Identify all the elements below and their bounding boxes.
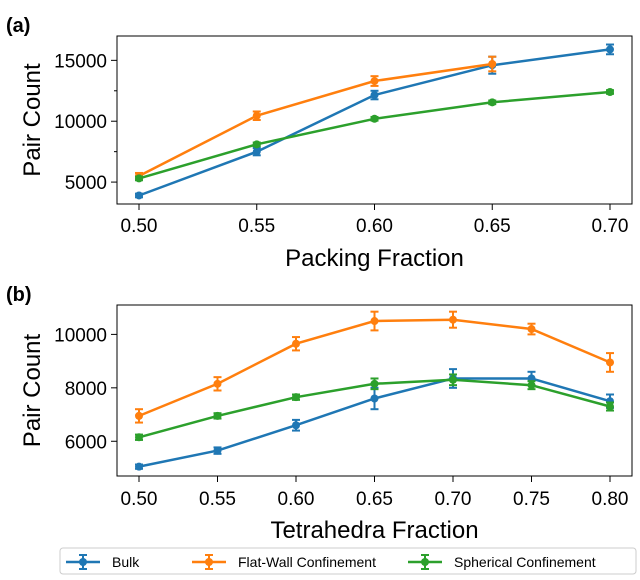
- x-tick-label: 0.65: [356, 489, 393, 510]
- series-line: [138, 90, 611, 180]
- y-tick-label: 6000: [65, 432, 107, 453]
- panel-b: (b) 0.50 0.55 0.60 0.65 0.70 0.75 0.80 6000 8000 1…: [6, 284, 633, 544]
- legend-marker: [421, 558, 429, 566]
- x-tick-label: 0.75: [513, 489, 550, 510]
- data-point: [135, 433, 143, 442]
- data-point: [213, 446, 222, 455]
- data-point: [370, 394, 379, 403]
- data-point: [252, 140, 261, 149]
- x-tick-label: 0.55: [199, 489, 236, 510]
- data-point: [606, 88, 614, 96]
- data-point: [488, 60, 497, 68]
- x-tick-label: 0.60: [278, 489, 315, 510]
- legend-entry: Flat-Wall Confinement: [192, 554, 376, 570]
- legend-label: Bulk: [112, 554, 140, 570]
- data-point: [606, 45, 614, 54]
- panel-a: (a) 0.50 0.55 0.60 0.65 0.70 5000 10000 15000 Pac…: [6, 15, 633, 272]
- data-point: [606, 358, 614, 367]
- y-tick-label: 5000: [65, 173, 107, 194]
- x-tick-label: 0.60: [356, 216, 393, 237]
- data-point: [213, 411, 222, 420]
- data-point: [370, 91, 379, 100]
- data-point: [292, 339, 300, 348]
- x-tick-label: 0.70: [592, 216, 629, 237]
- legend-marker: [205, 558, 213, 566]
- x-axis-label: Tetrahedra Fraction: [270, 517, 478, 544]
- data-point: [370, 317, 379, 326]
- data-point: [135, 174, 143, 183]
- y-axis-label: Pair Count: [19, 63, 46, 177]
- data-point: [292, 393, 300, 402]
- panel-label: (a): [6, 15, 30, 37]
- data-point: [252, 111, 261, 120]
- data-point: [449, 375, 457, 384]
- legend-entry: Bulk: [66, 554, 140, 570]
- data-point: [488, 98, 497, 107]
- data-point: [527, 381, 536, 390]
- legend-label: Flat-Wall Confinement: [238, 554, 376, 570]
- y-tick-label: 10000: [54, 325, 107, 346]
- legend: Bulk Flat-Wall Confinement Spherical Confi…: [59, 547, 637, 575]
- x-tick-label: 0.70: [435, 489, 472, 510]
- data-point: [135, 411, 143, 420]
- series-line: [138, 62, 493, 178]
- x-tick-label: 0.65: [474, 216, 511, 237]
- panel-label: (b): [6, 284, 32, 306]
- x-tick-label: 0.50: [121, 489, 158, 510]
- data-point: [252, 147, 261, 156]
- x-tick-label: 0.55: [238, 216, 275, 237]
- x-tick-label: 0.50: [121, 216, 158, 237]
- data-point: [292, 421, 300, 430]
- legend-frame: [59, 547, 637, 575]
- data-point: [606, 402, 614, 411]
- data-point: [370, 77, 379, 86]
- data-point: [527, 325, 536, 334]
- data-point: [135, 191, 143, 200]
- y-tick-label: 10000: [54, 112, 107, 133]
- series-spherical-confinement: [135, 88, 614, 183]
- y-axis-label: Pair Count: [19, 333, 46, 447]
- data-point: [135, 462, 143, 471]
- legend-entry: Spherical Confinement: [408, 554, 596, 570]
- x-tick-label: 0.80: [592, 489, 629, 510]
- series-flat-wall-confinement: [135, 310, 614, 424]
- series-flat-wall-confinement: [135, 55, 497, 181]
- data-point: [449, 315, 457, 324]
- series-spherical-confinement: [135, 373, 614, 442]
- y-tick-label: 15000: [54, 51, 107, 72]
- data-point: [370, 114, 379, 123]
- y-tick-label: 8000: [65, 379, 107, 400]
- x-axis-label: Packing Fraction: [285, 245, 464, 272]
- legend-marker: [79, 558, 87, 566]
- data-point: [370, 379, 379, 388]
- data-point: [213, 379, 222, 388]
- legend-label: Spherical Confinement: [454, 554, 596, 570]
